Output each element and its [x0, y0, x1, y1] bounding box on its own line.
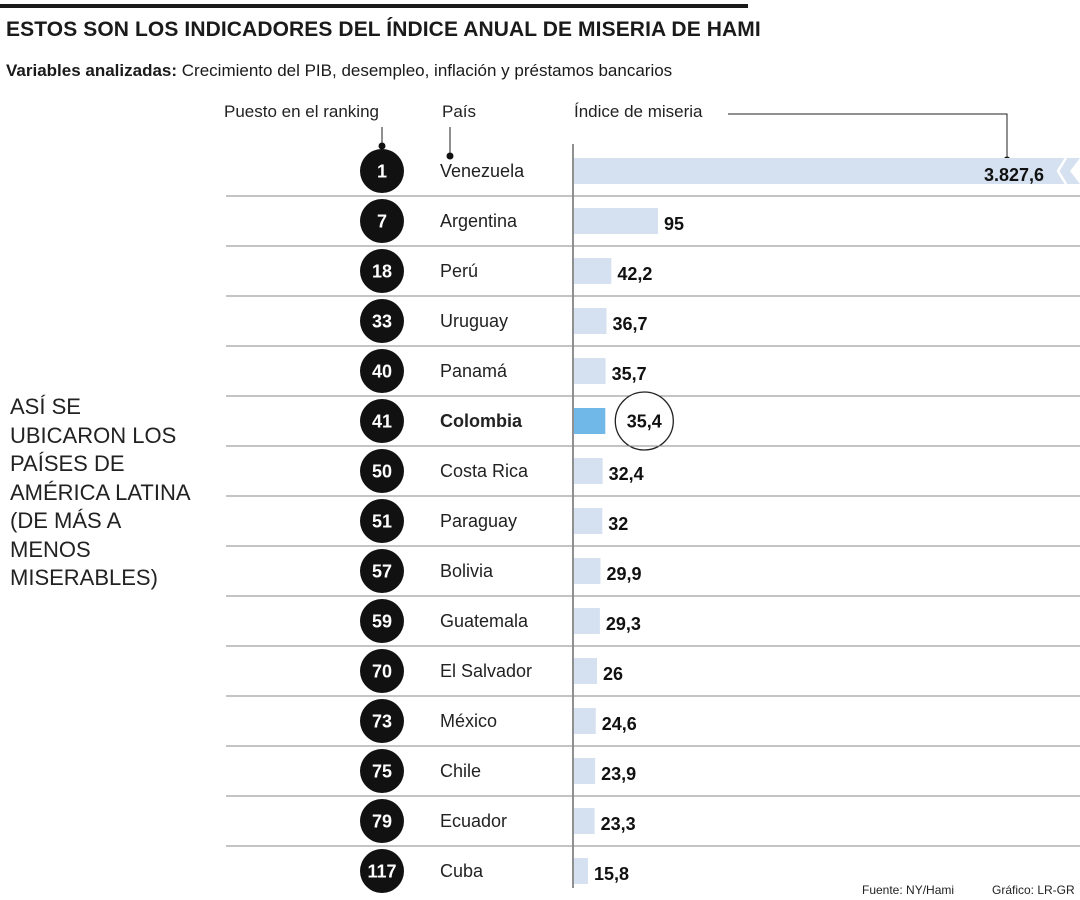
- rank-badge: [360, 649, 404, 693]
- bar-value-label: 15,8: [594, 864, 629, 884]
- country-label: Guatemala: [440, 611, 529, 631]
- rank-badge: [360, 149, 404, 193]
- bar-value-label: 24,6: [602, 714, 637, 734]
- bar-value-label: 23,9: [601, 764, 636, 784]
- bar: [574, 458, 603, 484]
- rank-number: 18: [372, 262, 392, 282]
- bar-value-label: 32: [608, 514, 628, 534]
- rank-number: 50: [372, 462, 392, 482]
- country-label: Ecuador: [440, 811, 507, 831]
- bar: [574, 658, 597, 684]
- highlight-ring: [614, 391, 674, 451]
- country-label: Venezuela: [440, 161, 525, 181]
- bar-value-label: 3.827,6: [984, 165, 1044, 185]
- rank-badge: [360, 199, 404, 243]
- bar: [574, 608, 600, 634]
- bar-value-label: 29,9: [606, 564, 641, 584]
- bar: [574, 258, 612, 284]
- source-note: Fuente: NY/Hami: [862, 883, 955, 897]
- rank-badge: [360, 249, 404, 293]
- bar-value-label: 36,7: [612, 314, 647, 334]
- bar-value-label: 95: [664, 214, 684, 234]
- rank-number: 75: [372, 762, 392, 782]
- bar: [574, 408, 606, 434]
- bar-value-label: 23,3: [601, 814, 636, 834]
- rank-badge: [360, 699, 404, 743]
- country-label: El Salvador: [440, 661, 532, 681]
- rank-badge: [360, 399, 404, 443]
- rank-number: 70: [372, 662, 392, 682]
- subtitle-label: Variables analizadas:: [6, 61, 178, 80]
- bar-value-label: 42,2: [617, 264, 652, 284]
- subtitle-text: Crecimiento del PIB, desempleo, inflació…: [177, 61, 673, 80]
- rank-badge: [360, 299, 404, 343]
- bar: [574, 758, 596, 784]
- bar: [574, 208, 658, 234]
- rank-number: 40: [372, 362, 392, 382]
- bar: [574, 708, 596, 734]
- rank-number: 117: [367, 862, 396, 882]
- bar-value-label: 26: [603, 664, 623, 684]
- country-column-header: País: [442, 102, 477, 121]
- bar-value-label: 35,4: [627, 412, 662, 432]
- chart-title: ESTOS SON LOS INDICADORES DEL ÍNDICE ANU…: [6, 18, 761, 41]
- title-rule: [0, 4, 748, 8]
- bar: [574, 508, 603, 534]
- rank-number: 51: [372, 512, 392, 532]
- country-label: Bolivia: [440, 561, 494, 581]
- bar: [574, 858, 588, 884]
- country-label: Perú: [440, 261, 478, 281]
- bar: [574, 308, 607, 334]
- bar: [574, 808, 595, 834]
- rank-badge: [360, 349, 404, 393]
- bar-value-label: 29,3: [606, 614, 641, 634]
- chart-subtitle: Variables analizadas: Crecimiento del PI…: [6, 61, 672, 81]
- country-label: México: [440, 711, 497, 731]
- country-label: Colombia: [440, 411, 523, 431]
- bar-value-label: 35,7: [612, 364, 647, 384]
- axis-break-mark: [1056, 157, 1068, 185]
- country-label: Paraguay: [440, 511, 517, 531]
- country-header-dot: [446, 152, 454, 160]
- rank-number: 1: [377, 162, 387, 182]
- rank-number: 59: [372, 612, 392, 632]
- rank-number: 33: [372, 312, 392, 332]
- index-header-leader: [728, 113, 1008, 160]
- country-label: Chile: [440, 761, 481, 781]
- rank-badge: [360, 749, 404, 793]
- country-label: Uruguay: [440, 311, 508, 331]
- country-label: Argentina: [440, 211, 518, 231]
- rank-badge: [360, 849, 404, 893]
- side-note: ASÍ SE UBICARON LOS PAÍSES DE AMÉRICA LA…: [10, 394, 190, 590]
- rank-badge: [360, 599, 404, 643]
- rank-number: 7: [377, 212, 387, 232]
- rank-number: 57: [372, 562, 392, 582]
- country-label: Panamá: [440, 361, 508, 381]
- rank-badge: [360, 799, 404, 843]
- rank-number: 79: [372, 812, 392, 832]
- bar: [574, 158, 1080, 184]
- rank-badge: [360, 549, 404, 593]
- bar: [574, 558, 601, 584]
- country-label: Cuba: [440, 861, 484, 881]
- rank-number: 73: [372, 712, 392, 732]
- credit-note: Gráfico: LR-GR: [992, 883, 1075, 897]
- rank-badge: [360, 449, 404, 493]
- bar: [574, 358, 606, 384]
- rank-badge: [360, 499, 404, 543]
- rank-header-dot: [378, 142, 386, 150]
- country-label: Costa Rica: [440, 461, 529, 481]
- index-column-header: Índice de miseria: [574, 102, 703, 121]
- rank-column-header: Puesto en el ranking: [224, 102, 379, 121]
- bar-value-label: 32,4: [609, 464, 644, 484]
- rank-number: 41: [372, 412, 392, 432]
